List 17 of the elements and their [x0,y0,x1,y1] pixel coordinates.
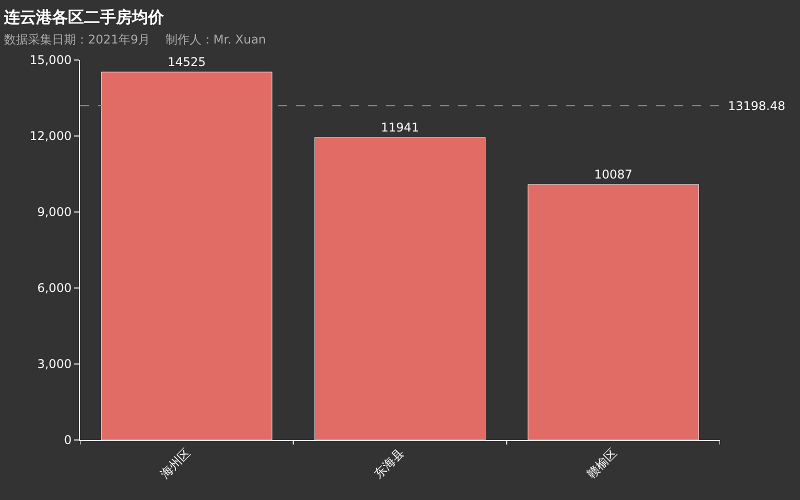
y-tick-label: 3,000 [37,357,72,372]
x-tick-label: 海州区 [158,446,194,482]
bar [528,184,699,440]
x-tick-label: 东海县 [371,446,406,482]
data-label: 11941 [380,120,420,134]
data-label: 10087 [594,167,632,182]
y-tick-label: 6,000 [37,281,72,296]
x-tick-label: 赣榆区 [584,446,620,482]
y-tick-label: 12,000 [30,129,72,144]
chart-subtitle: 数据采集日期：2021年9月 制作人：Mr. Xuan [4,32,266,46]
bar [314,137,486,440]
chart-title: 连云港各区二手房均价 [3,8,165,26]
y-tick-label: 9,000 [37,205,72,220]
y-tick-label: 15,000 [30,53,72,68]
y-tick-label: 0 [64,433,72,448]
data-label: 14525 [168,55,206,70]
ref-line-label: 13198.48 [728,99,786,113]
